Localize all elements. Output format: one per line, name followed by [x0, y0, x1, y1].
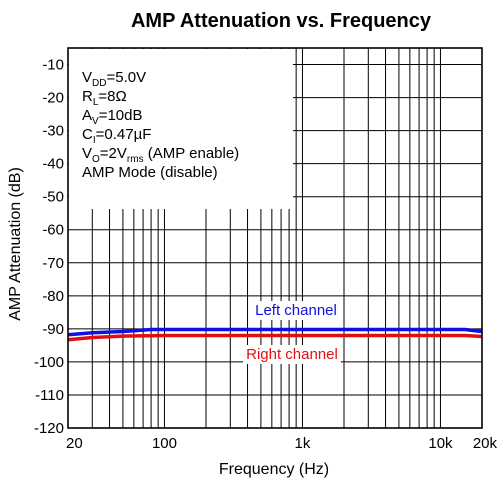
- series-line-right: [67, 333, 483, 342]
- x-tick-label: 20: [66, 435, 83, 452]
- left-channel-label-bg: [252, 301, 340, 320]
- y-tick-label: -10: [42, 57, 64, 74]
- y-tick-label: -110: [35, 387, 64, 404]
- y-tick-label: -100: [34, 354, 64, 371]
- x-tick-label: 20k: [473, 435, 498, 452]
- right-channel-label: Right channel: [246, 346, 338, 363]
- condition-line: VO=2Vrms (AMP enable): [82, 145, 239, 165]
- series-layer: [67, 327, 483, 342]
- condition-line: RL=8Ω: [82, 88, 127, 108]
- right-channel-label-bg: [243, 345, 341, 364]
- conditions-box: [69, 49, 293, 209]
- y-tick-label: -30: [42, 123, 64, 140]
- y-tick-label: -80: [42, 288, 64, 305]
- y-tick-label: -120: [34, 420, 64, 437]
- y-tick-label: -70: [42, 255, 64, 272]
- condition-line: CI=0.47µF: [82, 126, 151, 146]
- x-tick-label: 10k: [428, 435, 453, 452]
- y-axis-label: AMP Attenuation (dB): [7, 167, 24, 321]
- x-tick-label: 1k: [295, 435, 311, 452]
- condition-line: AMP Mode (disable): [82, 164, 218, 181]
- tick-labels: -10-20-30-40-50-60-70-80-90-100-110-1202…: [34, 57, 498, 452]
- condition-line: AV=10dB: [82, 107, 142, 127]
- plot-frame: [67, 47, 483, 429]
- left-channel-label: Left channel: [255, 302, 337, 319]
- x-axis-label: Frequency (Hz): [219, 461, 329, 478]
- x-tick-label: 100: [152, 435, 177, 452]
- y-tick-label: -20: [42, 90, 64, 107]
- condition-line: VDD=5.0V: [82, 69, 146, 89]
- y-tick-label: -40: [42, 156, 64, 173]
- y-tick-label: -60: [42, 222, 64, 239]
- chart-title: AMP Attenuation vs. Frequency: [131, 10, 432, 32]
- series-line-left: [67, 327, 483, 337]
- y-tick-label: -50: [42, 189, 64, 206]
- y-tick-label: -90: [42, 321, 64, 338]
